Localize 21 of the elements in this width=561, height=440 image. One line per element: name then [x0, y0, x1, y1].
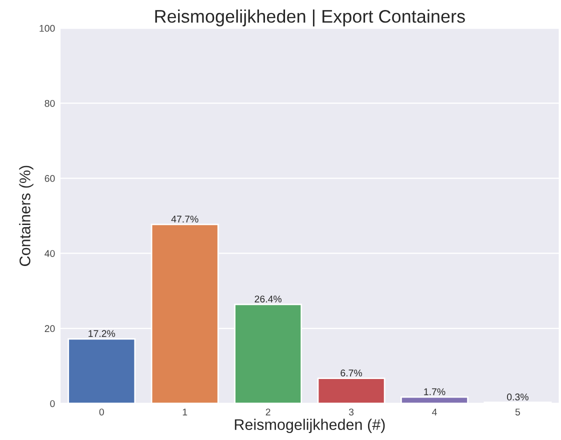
y-tick-label: 0 — [50, 400, 55, 408]
data-label: 26.4% — [254, 296, 282, 302]
x-tick-label: 1 — [182, 408, 188, 416]
y-tick-label: 40 — [44, 250, 55, 257]
x-tick-label: 3 — [348, 408, 354, 416]
data-label: 6.7% — [340, 370, 362, 376]
x-tick-label: 5 — [515, 408, 520, 416]
x-tick-label: 2 — [266, 408, 270, 416]
data-label: 17.2% — [88, 330, 116, 337]
y-tick-label: 80 — [44, 100, 55, 107]
y-tick-label: 60 — [44, 175, 55, 182]
chart-title: Reismogelijkheden | Export Containers — [155, 10, 465, 26]
data-label: 47.7% — [171, 216, 198, 222]
y-tick-label: 100 — [40, 24, 55, 32]
y-tick-label: 20 — [44, 325, 55, 332]
y-axis-title: Containers (%) — [19, 166, 34, 266]
data-label: 0.3% — [507, 394, 528, 400]
x-tick-label: 4 — [432, 408, 437, 416]
x-tick-label: 0 — [99, 408, 104, 416]
data-label: 1.7% — [424, 388, 446, 396]
x-axis-title: Reismogelijkheden (#) — [234, 418, 385, 434]
